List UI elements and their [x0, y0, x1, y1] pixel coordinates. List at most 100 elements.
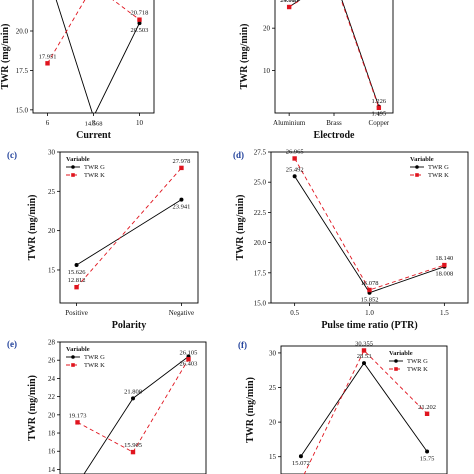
data-label: 15.626 [68, 269, 87, 276]
legend-entry: TWR K [407, 366, 428, 373]
data-label: 27.978 [173, 158, 191, 165]
data-point-twr-g [74, 263, 79, 268]
series-layer [74, 165, 184, 290]
y-tick-label: 28 [48, 339, 56, 347]
chart-panel-2: 10 20 Aluminium Brass Copper Electrode TWR (mg… [239, 0, 394, 141]
y-tick-label: 25 [48, 188, 56, 196]
legend-entry: TWR G [84, 164, 105, 171]
panel-label: (f) [238, 340, 247, 350]
data-point-twr-k [376, 105, 382, 111]
x-tick-label: Positive [65, 309, 88, 317]
data-point-twr-k [442, 262, 447, 268]
panel-label: (c) [7, 150, 17, 160]
y-tick-label: 30 [48, 149, 56, 157]
y-tick-label: 20 [48, 411, 56, 419]
chart-panel-3: 15 20 25 30 Positive Negative Polarity TWR (mg/… [7, 149, 199, 331]
data-point-twr-k [74, 284, 79, 290]
data-point-twr-k [292, 156, 297, 161]
series-layer [286, 0, 382, 111]
data-label: 15.75 [420, 456, 435, 463]
data-label: 20.503 [131, 27, 149, 34]
series-layer [75, 354, 191, 474]
series-line-twr-g [294, 176, 445, 294]
series-line-twr-g [76, 199, 182, 266]
series-line-twr-k [294, 158, 445, 291]
data-label: 17.951 [39, 53, 57, 60]
y-tick-label: 16 [48, 448, 56, 456]
y-tick-label: 15.0 [254, 300, 267, 308]
data-label: 1.495 [372, 111, 387, 118]
data-label: 16.078 [361, 280, 379, 287]
data-label: 14.568 [85, 121, 103, 128]
data-point-twr-g [298, 454, 303, 459]
x-tick-label: Negative [169, 309, 194, 317]
data-label: 15.852 [361, 297, 379, 304]
legend-marker [394, 359, 398, 363]
x-tick-label: 1.0 [365, 309, 374, 317]
data-label: 19.173 [69, 412, 87, 419]
data-point-twr-k [45, 61, 50, 66]
y-tick-label: 27.5 [254, 149, 267, 157]
legend-title: Variable [66, 156, 90, 163]
legend-marker [71, 173, 75, 177]
chart-panel-4: 15.0 17.5 20.0 22.5 25.0 27.5 0.5 1.0 1.5 Pulse t… [233, 148, 469, 331]
x-tick-label: Copper [369, 119, 390, 127]
y-tick-label: 22 [48, 393, 56, 401]
data-label: 23.941 [173, 204, 191, 211]
data-label: 20.718 [131, 10, 149, 17]
y-tick-label: 25.0 [254, 179, 267, 187]
series-line-twr-k [77, 359, 189, 453]
data-point-twr-g [425, 449, 430, 454]
y-axis-label: TWR (mg/min) [27, 375, 38, 441]
series-line-twr-g [83, 356, 189, 474]
data-label: 30.355 [355, 340, 373, 347]
series-layer [298, 348, 430, 474]
x-axis-label: Current [76, 130, 111, 141]
y-axis-label: TWR (mg/min) [235, 195, 246, 261]
data-point-twr-g [179, 197, 184, 202]
legend-entry: TWR G [428, 164, 449, 171]
chart-panel-1: 15.0 17.5 20.0 6 8 10 Current TWR (mg/min) 14.56… [0, 0, 155, 141]
legend-title: Variable [389, 350, 413, 357]
data-label: 1.226 [372, 98, 387, 105]
legend-marker [415, 165, 419, 169]
data-point-twr-g [131, 396, 135, 401]
x-tick-label: Aluminium [273, 119, 306, 127]
data-point-twr-k [424, 411, 430, 416]
data-label: 12.812 [68, 277, 86, 284]
data-label: 28.53 [357, 353, 372, 360]
data-point-twr-k [130, 449, 136, 455]
panel-label: (e) [7, 339, 17, 349]
series-line-twr-g [288, 0, 380, 107]
x-tick-label: 8 [92, 119, 96, 127]
series-line-twr-k [303, 349, 428, 474]
legend-entry: TWR G [407, 358, 428, 365]
data-label: 15.905 [124, 442, 142, 449]
data-point-twr-g [292, 174, 297, 179]
legend-title: Variable [66, 346, 90, 353]
y-axis-label: TWR (mg/min) [239, 24, 250, 90]
y-tick-label: 17.5 [254, 269, 267, 277]
data-label: 21.808 [124, 388, 142, 395]
chart-panel-6: 15 20 25 30 TWR (mg/min) 15.072 28.53 15.75 30.3… [238, 340, 448, 474]
series-line-twr-k [76, 167, 182, 288]
y-tick-label: 17.5 [16, 67, 29, 75]
data-point-twr-k [137, 17, 142, 22]
panel-label: (d) [233, 150, 244, 160]
legend-entry: TWR K [84, 172, 105, 179]
data-point-twr-k [286, 4, 292, 10]
legend-marker [415, 173, 419, 177]
y-tick-label: 26 [48, 357, 56, 365]
y-axis-label: TWR (mg/min) [27, 195, 38, 261]
x-axis-label: Electrode [314, 130, 355, 141]
y-tick-label: 15 [48, 266, 56, 274]
data-label: 18.008 [435, 271, 453, 278]
data-label: 21.202 [418, 404, 436, 411]
legend-entry: TWR G [84, 354, 105, 361]
plot-frame [59, 151, 199, 304]
x-tick-label: 0.5 [290, 309, 299, 317]
x-tick-label: 10 [136, 119, 144, 127]
y-axis-label: TWR (mg/min) [245, 377, 256, 443]
y-tick-label: 20 [269, 419, 277, 427]
